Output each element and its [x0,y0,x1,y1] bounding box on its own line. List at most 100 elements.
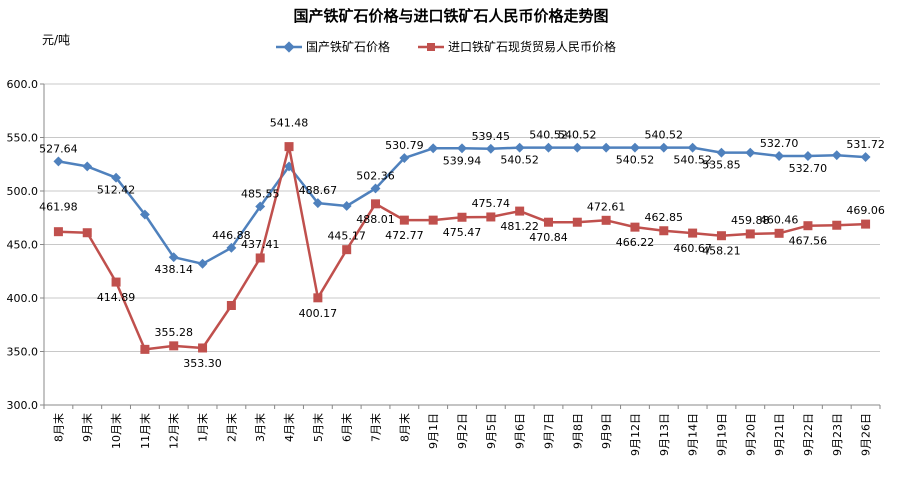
point-marker-import [169,341,179,351]
y-tick-label: 300.0 [7,399,39,412]
point-marker-domestic [82,161,93,172]
data-label-import: 445.17 [327,230,366,243]
data-label-import: 353.30 [183,357,222,370]
data-label-import: 461.98 [39,201,78,214]
point-marker-domestic [543,142,554,153]
point-marker-domestic [226,242,237,253]
point-marker-domestic [399,153,410,164]
x-tick-label: 11月末 [138,413,152,449]
x-tick-label: 9月6日 [514,413,527,449]
point-marker-domestic [514,142,525,153]
data-label-import: 467.56 [789,235,828,248]
point-marker-domestic [774,151,785,161]
data-label-import: 475.74 [472,197,511,210]
x-tick-label: 9月5日 [485,413,498,449]
legend-label-domestic: 国产铁矿石价格 [306,39,390,54]
x-tick-label: 3月末 [253,413,267,442]
x-axis-ticks: 8月末 9月末 10月末 11月末 12月末 1月末 2月末 3月末 4月末 5月末 6月末 7月末 8… [43,405,881,456]
x-tick-label: 10月末 [109,413,123,449]
point-marker-import [601,215,611,225]
data-label-import: 460.67 [673,242,712,255]
x-tick-label: 9月1日 [427,413,440,449]
data-label-domestic: 532.70 [760,137,799,150]
x-tick-label: 9月13日 [658,413,671,456]
data-label-import: 458.21 [702,245,741,258]
gridlines [44,83,880,352]
point-marker-import [515,206,525,216]
point-marker-import [284,142,294,152]
data-label-import: 472.77 [385,229,424,242]
legend-marker-domestic [283,41,295,53]
point-marker-domestic [255,201,266,212]
x-tick-label: 9月14日 [687,413,700,456]
x-tick-label: 8月末 [51,413,65,442]
data-label-import: 541.48 [270,117,309,130]
x-tick-label: 1月末 [196,413,210,442]
x-tick-label: 9月12日 [629,413,642,456]
series-line-1 [58,145,866,351]
point-marker-import [82,228,92,238]
data-label-domestic: 540.52 [500,154,539,167]
x-tick-label: 5月末 [311,413,325,442]
point-marker-import [803,221,813,231]
point-marker-domestic [860,152,871,163]
data-label-domestic: 446.88 [212,229,251,242]
x-tick-label: 4月末 [282,413,296,442]
y-axis-ticks: 300.0 350.0 400.0 450.0 500.0 550.0 600.0 [7,78,44,412]
data-label-domestic: 531.72 [846,138,885,151]
x-tick-label: 9月22日 [802,413,815,456]
point-marker-import [140,344,150,354]
data-label-import: 437.41 [241,238,280,251]
x-tick-label: 9月9日 [600,413,613,449]
point-marker-import [313,293,323,303]
x-tick-label: 6月末 [340,413,354,442]
data-label-import: 400.17 [299,307,338,320]
point-marker-import [861,219,871,229]
data-label-domestic: 540.52 [673,154,712,167]
data-label-import: 355.28 [154,326,193,339]
axes [43,84,880,406]
point-marker-import [53,227,63,237]
y-tick-label: 550.0 [7,132,39,145]
data-label-import: 481.22 [500,220,539,233]
point-marker-import [399,215,409,225]
data-label-domestic: 539.45 [472,130,511,143]
point-marker-domestic [428,143,439,154]
data-label-domestic: 530.79 [385,139,424,152]
point-marker-import [255,253,265,263]
point-marker-domestic [572,142,583,153]
point-marker-import [111,277,121,287]
point-marker-import [198,343,208,353]
data-label-domestic: 502.36 [356,169,395,182]
point-marker-domestic [485,143,496,154]
y-axis-unit-label: 元/吨 [42,33,70,47]
x-tick-label: 7月末 [369,413,383,442]
point-marker-import [428,215,438,225]
data-label-domestic: 540.52 [558,129,597,142]
point-marker-import [457,212,467,222]
data-label-domestic: 527.64 [39,142,78,155]
point-marker-import [226,300,236,310]
point-marker-domestic [745,147,756,158]
data-label-import: 459.88 [731,214,770,227]
point-marker-domestic [370,183,381,194]
point-marker-import [832,220,842,230]
point-marker-import [745,229,755,239]
y-tick-label: 400.0 [7,292,39,305]
point-marker-import [630,222,640,232]
point-marker-domestic [802,151,813,161]
point-marker-domestic [341,201,352,211]
x-tick-label: 9月2日 [456,413,469,449]
data-label-domestic: 540.52 [616,154,655,167]
legend-label-import: 进口铁矿石现货贸易人民币价格 [448,39,616,54]
point-marker-import [774,228,784,238]
data-label-import: 475.47 [443,226,482,239]
legend: 国产铁矿石价格 进口铁矿石现货贸易人民币价格 [276,39,616,54]
chart-title: 国产铁矿石价格与进口铁矿石人民币价格走势图 [293,7,608,25]
point-marker-import [659,226,669,236]
data-label-import: 472.61 [587,200,626,213]
x-tick-label: 12月末 [167,413,181,449]
point-marker-domestic [139,209,150,220]
point-marker-domestic [312,198,323,209]
x-tick-label: 9月26日 [860,413,873,456]
